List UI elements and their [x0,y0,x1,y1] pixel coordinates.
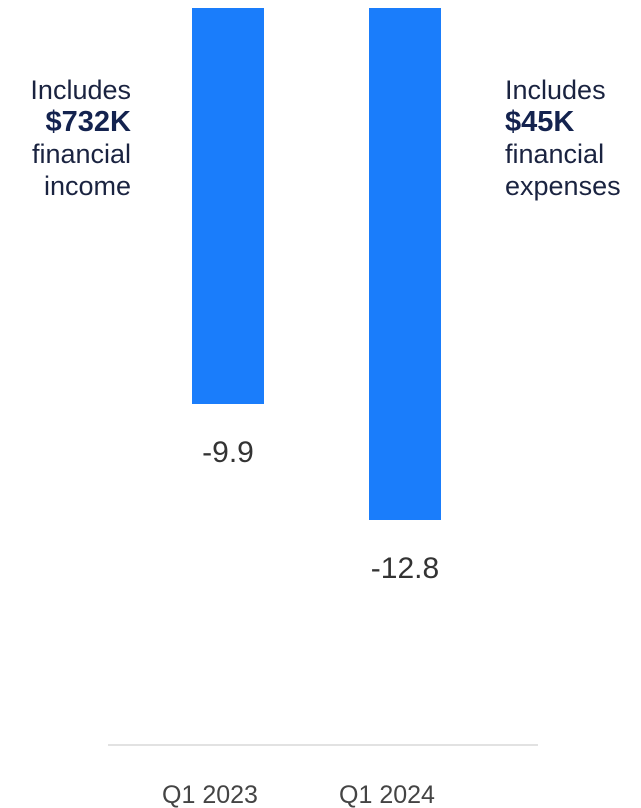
data-label-q1-2024: -12.8 [371,552,439,585]
bar-q1-2024 [369,8,441,520]
annotation-right-amount: $45K [505,106,575,138]
data-label-q1-2023: -9.9 [202,436,254,469]
bar-q1-2023 [192,8,264,404]
annotation-left-line1: Includes [30,75,131,105]
annotation-financial-expenses: Includes $45K financial expenses [505,74,621,202]
x-tick-label-q1-2023: Q1 2023 [162,781,258,808]
x-tick-label-q1-2024: Q1 2024 [339,781,435,808]
annotation-financial-income: Includes $732K financial income [30,74,131,202]
annotation-right-line3: financial [505,139,605,169]
annotation-right-line1: Includes [505,75,606,105]
annotation-right-line4: expenses [505,171,621,201]
annotation-left-amount: $732K [45,106,131,138]
annotation-left-line3: financial [31,139,131,169]
annotation-left-line4: income [43,171,131,201]
